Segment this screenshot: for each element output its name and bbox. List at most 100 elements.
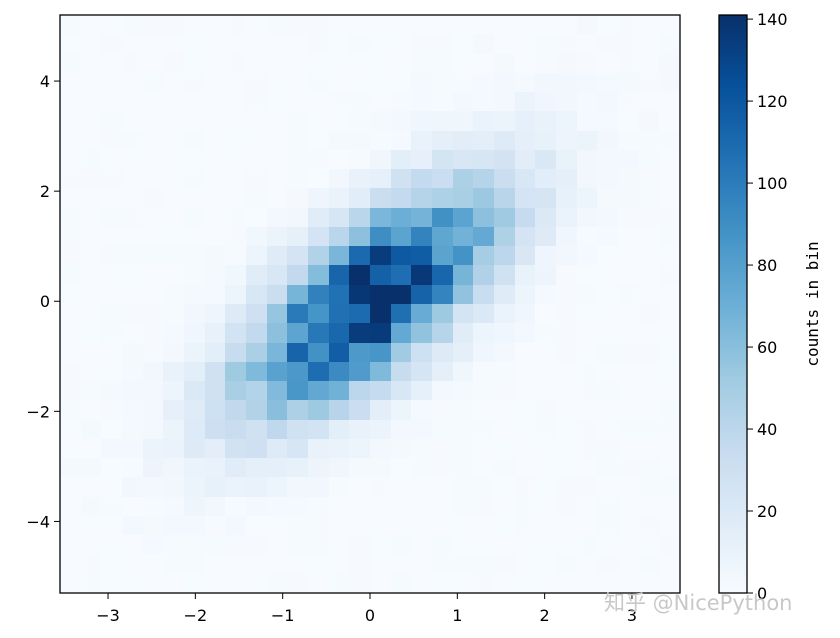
- histogram-cell: [597, 477, 618, 497]
- histogram-cell: [101, 111, 122, 131]
- histogram-cell: [618, 285, 639, 304]
- histogram-cell: [659, 381, 680, 400]
- colorbar-tick-label: 60: [757, 338, 777, 357]
- histogram-cell: [287, 497, 308, 516]
- histogram-cell: [184, 458, 205, 477]
- histogram-cell: [246, 169, 267, 188]
- histogram-cell: [473, 188, 494, 208]
- histogram-cell: [618, 458, 639, 477]
- histogram-cell: [556, 497, 577, 516]
- histogram-cell: [163, 400, 184, 420]
- histogram-cell: [391, 400, 411, 420]
- histogram-cell: [122, 535, 143, 554]
- histogram-cell: [60, 285, 81, 304]
- histogram-cell: [101, 54, 122, 73]
- histogram-cell: [411, 169, 432, 188]
- histogram-cell: [432, 323, 453, 343]
- histogram-cell: [494, 227, 515, 246]
- histogram-cell: [225, 400, 246, 420]
- histogram-cell: [225, 188, 246, 208]
- histogram-cell: [473, 131, 494, 150]
- histogram-cell: [122, 343, 143, 362]
- histogram-cell: [349, 323, 370, 343]
- histogram-cell: [225, 227, 246, 246]
- histogram-cell: [494, 92, 515, 111]
- histogram-cell: [308, 188, 329, 208]
- histogram-cell: [349, 343, 370, 362]
- histogram-cell: [184, 208, 205, 227]
- histogram-cell: [515, 265, 535, 285]
- histogram-cell: [515, 227, 535, 246]
- histogram-cell: [101, 15, 122, 34]
- y-tick-label: 0: [40, 292, 50, 311]
- histogram-cell: [370, 420, 391, 439]
- histogram-cell: [287, 400, 308, 420]
- histogram-cell: [556, 439, 577, 458]
- histogram-cell: [122, 208, 143, 227]
- histogram-cell: [349, 381, 370, 400]
- histogram-cell: [597, 265, 618, 285]
- histogram-cell: [225, 343, 246, 362]
- histogram-cell: [494, 400, 515, 420]
- histogram-cell: [515, 73, 535, 92]
- histogram-cell: [411, 535, 432, 554]
- histogram-cell: [287, 343, 308, 362]
- histogram-cell: [308, 131, 329, 150]
- histogram-cell: [432, 400, 453, 420]
- histogram-cell: [556, 92, 577, 111]
- histogram-cell: [391, 169, 411, 188]
- histogram-cell: [370, 265, 391, 285]
- histogram-cell: [453, 285, 473, 304]
- histogram-cell: [391, 150, 411, 169]
- histogram-cell: [267, 323, 287, 343]
- histogram-cell: [411, 188, 432, 208]
- histogram-cell: [81, 73, 101, 92]
- colorbar-tick-label: 140: [757, 10, 788, 29]
- histogram-cell: [453, 400, 473, 420]
- histogram-cell: [143, 574, 163, 593]
- histogram-cell: [370, 400, 391, 420]
- histogram-cell: [267, 458, 287, 477]
- histogram-cell: [287, 574, 308, 593]
- histogram-cell: [163, 131, 184, 150]
- histogram-cell: [494, 362, 515, 381]
- histogram-cell: [329, 477, 349, 497]
- histogram-cell: [577, 169, 597, 188]
- histogram-cell: [246, 535, 267, 554]
- histogram-cell: [205, 535, 225, 554]
- histogram-cell: [411, 92, 432, 111]
- histogram-cell: [432, 554, 453, 574]
- histogram-cell: [287, 188, 308, 208]
- histogram-cell: [81, 574, 101, 593]
- histogram-cell: [205, 227, 225, 246]
- histogram-cell: [577, 54, 597, 73]
- histogram-cell: [556, 381, 577, 400]
- histogram-cell: [329, 574, 349, 593]
- histogram-cell: [101, 574, 122, 593]
- histogram-cell: [618, 169, 639, 188]
- histogram-cell: [577, 400, 597, 420]
- histogram-cell: [349, 420, 370, 439]
- histogram-cell: [205, 15, 225, 34]
- colorbar-tick-label: 100: [757, 174, 788, 193]
- histogram-cell: [597, 92, 618, 111]
- histogram-cell: [618, 439, 639, 458]
- histogram-cell: [659, 343, 680, 362]
- histogram-cell: [556, 285, 577, 304]
- histogram-cell: [101, 535, 122, 554]
- histogram-cell: [329, 73, 349, 92]
- histogram-cell: [577, 458, 597, 477]
- histogram-cell: [143, 188, 163, 208]
- histogram-cell: [60, 477, 81, 497]
- histogram-cell: [122, 34, 143, 54]
- histogram-cell: [432, 111, 453, 131]
- colorbar: 0 20 40 60 80 100 120 140 counts in bin: [718, 10, 822, 603]
- histogram-cell: [246, 131, 267, 150]
- histogram-cell: [267, 420, 287, 439]
- histogram-cell: [246, 477, 267, 497]
- histogram-cell: [453, 169, 473, 188]
- histogram-cell: [267, 34, 287, 54]
- histogram-cell: [349, 131, 370, 150]
- histogram-cell: [287, 73, 308, 92]
- x-tick-label: −2: [184, 606, 208, 625]
